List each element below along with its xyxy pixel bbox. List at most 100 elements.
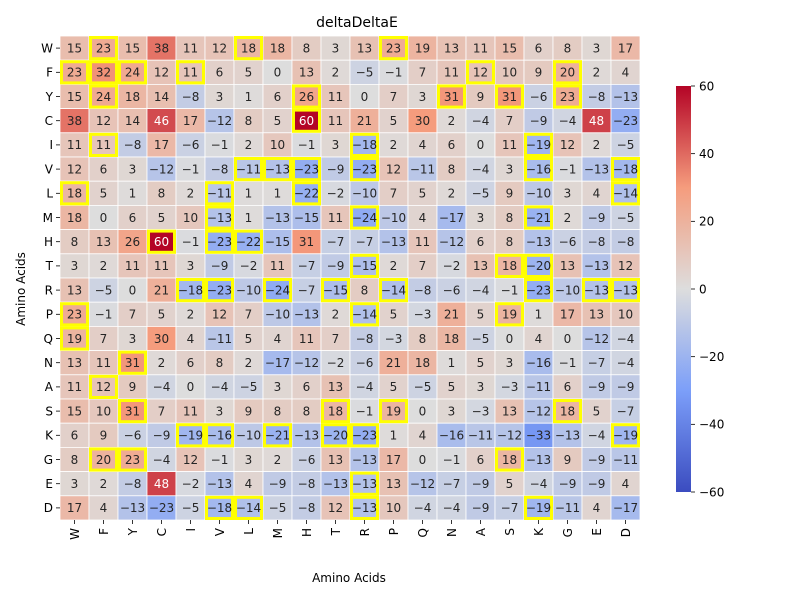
cell-value-label: 11 — [154, 259, 169, 273]
heatmap-cell — [175, 204, 206, 230]
cell-value-label: 8 — [71, 235, 79, 249]
highlight-box — [60, 302, 89, 327]
cell-value-label: 38 — [154, 41, 169, 55]
cell-value-label: 8 — [564, 41, 572, 55]
cell-value-label: 2 — [274, 453, 282, 467]
cell-value-label: 3 — [274, 380, 282, 394]
cell-value-label: 12 — [212, 308, 227, 322]
cell-value-label: 11 — [183, 41, 198, 55]
heatmap-cell — [59, 229, 90, 255]
x-tick-label: T — [329, 527, 343, 536]
cell-value-label: −5 — [182, 501, 200, 515]
cell-value-label: −2 — [182, 477, 200, 491]
cell-value-label: −17 — [265, 356, 290, 370]
cell-value-label: 13 — [96, 235, 111, 249]
heatmap-cell — [494, 277, 525, 303]
cell-value-label: −13 — [352, 453, 377, 467]
cell-value-label: −12 — [526, 404, 551, 418]
cell-value-label: 13 — [473, 259, 488, 273]
cell-value-label: −1 — [501, 283, 519, 297]
heatmap-cell — [581, 253, 612, 279]
heatmap-cell — [378, 35, 409, 61]
highlight-box — [205, 205, 234, 230]
cell-value-label: 60 — [299, 114, 314, 128]
y-tick-label: K — [45, 429, 54, 443]
cell-value-label: 4 — [593, 187, 601, 201]
cell-value-label: −7 — [327, 235, 345, 249]
y-tick-label: W — [41, 41, 53, 55]
x-axis-label: Amino Acids — [312, 571, 386, 585]
cell-value-label: −8 — [356, 332, 374, 346]
cell-value-label: 5 — [593, 404, 601, 418]
cell-value-label: 11 — [328, 90, 343, 104]
heatmap-cell — [610, 132, 641, 158]
x-tick-label: W — [68, 528, 82, 540]
heatmap-cell — [88, 495, 119, 521]
cell-value-label: −4 — [617, 356, 635, 370]
heatmap-cell — [494, 495, 525, 521]
heatmap-cell — [233, 253, 264, 279]
highlight-box — [495, 253, 524, 279]
cell-value-label: 6 — [274, 90, 282, 104]
cell-value-label: −4 — [414, 501, 432, 515]
cell-value-label: −15 — [323, 283, 348, 297]
highlight-box — [292, 157, 321, 182]
cell-value-label: 2 — [187, 187, 195, 201]
cell-value-label: −2 — [443, 259, 461, 273]
cell-value-label: 18 — [560, 404, 575, 418]
cell-value-label: 6 — [448, 138, 456, 152]
cell-value-label: 4 — [187, 332, 195, 346]
highlight-box — [321, 278, 350, 303]
heatmap-cell — [494, 422, 525, 448]
cell-value-label: 12 — [183, 453, 198, 467]
cell-value-label: −9 — [588, 211, 606, 225]
cell-value-label: 9 — [564, 453, 572, 467]
cell-value-label: −5 — [617, 138, 635, 152]
heatmap-cell — [320, 156, 351, 182]
heatmap-cell — [436, 84, 467, 110]
heatmap-cell — [407, 253, 438, 279]
highlight-box — [495, 447, 524, 472]
heatmap-cell — [117, 156, 148, 182]
cell-value-label: −23 — [613, 114, 638, 128]
cell-value-label: 18 — [502, 453, 517, 467]
cell-value-label: 1 — [274, 187, 282, 201]
cell-value-label: −11 — [613, 453, 638, 467]
heatmap-cell — [320, 398, 351, 424]
heatmap-cell — [320, 204, 351, 230]
cell-value-label: 6 — [535, 41, 543, 55]
cell-value-label: −12 — [149, 162, 174, 176]
cell-value-label: 2 — [390, 138, 398, 152]
cell-value-label: −8 — [617, 235, 635, 249]
cell-value-label: 15 — [125, 41, 140, 55]
colorbar-tick-label: −40 — [699, 418, 724, 432]
x-tick-label: K — [532, 527, 546, 536]
cell-value-label: −1 — [182, 162, 200, 176]
cell-value-label: −13 — [294, 429, 319, 443]
highlight-box — [611, 157, 640, 182]
heatmap-cell — [465, 471, 496, 497]
cell-value-label: 3 — [71, 259, 79, 273]
cell-value-label: 5 — [245, 332, 253, 346]
cell-value-label: −16 — [439, 429, 464, 443]
cell-value-label: 7 — [100, 332, 108, 346]
cell-value-label: −22 — [236, 235, 261, 249]
cell-value-label: −8 — [588, 235, 606, 249]
cell-value-label: 3 — [187, 259, 195, 273]
heatmap-cell — [204, 229, 235, 255]
highlight-box — [60, 181, 89, 206]
heatmap-cell — [233, 204, 264, 230]
heatmap-cell — [262, 108, 293, 134]
cell-value-label: 2 — [100, 259, 108, 273]
heatmap-cell — [349, 204, 380, 230]
cell-value-label: 32 — [96, 66, 111, 80]
cell-value-label: −1 — [443, 453, 461, 467]
cell-value-label: 8 — [419, 332, 427, 346]
cell-value-label: 5 — [390, 308, 398, 322]
heatmap-cell — [581, 156, 612, 182]
cell-value-label: −23 — [207, 235, 232, 249]
cell-value-label: −10 — [381, 211, 406, 225]
cell-value-label: −13 — [294, 308, 319, 322]
cell-value-label: −6 — [356, 356, 374, 370]
cell-value-label: −14 — [613, 187, 638, 201]
